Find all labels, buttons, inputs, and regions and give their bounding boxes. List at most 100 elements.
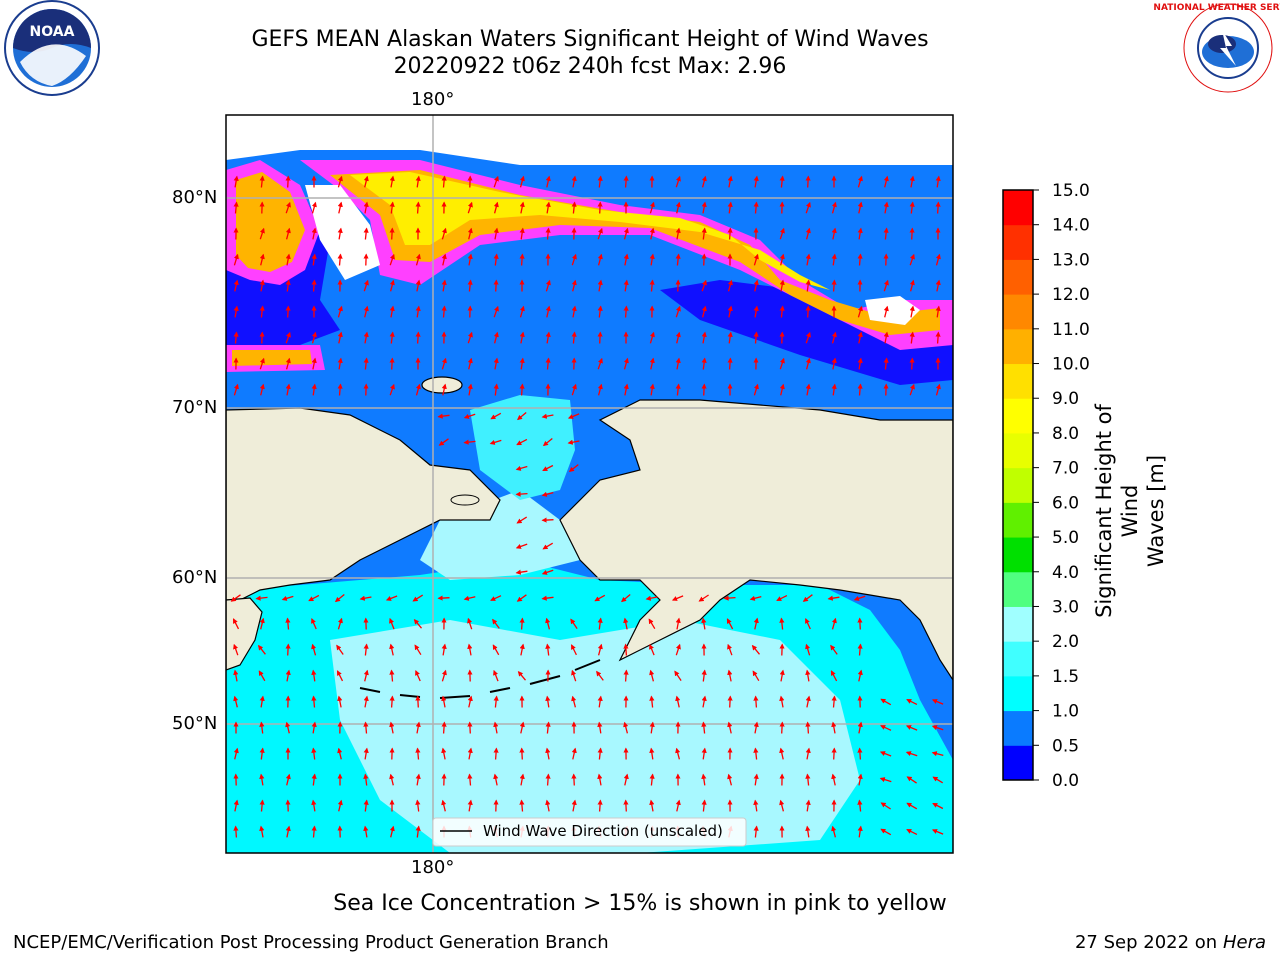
wave-arrow bbox=[753, 331, 759, 344]
nws-ring-text: NATIONAL WEATHER SERVICE bbox=[1153, 3, 1280, 13]
wave-arrow bbox=[336, 670, 344, 682]
wave-arrow bbox=[493, 695, 499, 708]
wave-arrow bbox=[233, 695, 239, 708]
wave-arrow bbox=[389, 305, 395, 318]
wave-arrow bbox=[831, 357, 837, 370]
wave-arrow bbox=[597, 227, 603, 240]
wave-arrow bbox=[649, 201, 655, 214]
wave-arrow bbox=[363, 305, 369, 318]
wave-arrow bbox=[311, 747, 317, 760]
wave-arrow bbox=[542, 437, 553, 447]
wave-arrow bbox=[594, 594, 606, 602]
wave-arrow bbox=[831, 617, 837, 630]
wave-arrow bbox=[311, 279, 317, 292]
wave-arrow bbox=[519, 227, 525, 240]
wave-arrow bbox=[831, 825, 837, 838]
wave-arrow bbox=[467, 201, 473, 214]
wave-arrow bbox=[363, 175, 369, 188]
wave-arrow bbox=[493, 227, 499, 240]
wave-arrow bbox=[493, 383, 499, 396]
wave-arrow bbox=[441, 357, 447, 370]
wave-arrow bbox=[519, 773, 525, 786]
wave-arrow bbox=[857, 175, 863, 188]
wave-arrow bbox=[541, 517, 554, 523]
wave-arrow bbox=[727, 357, 733, 370]
wave-arrow bbox=[519, 331, 525, 344]
wave-arrow bbox=[883, 175, 889, 188]
wave-arrow bbox=[753, 825, 759, 838]
wave-arrow bbox=[519, 357, 525, 370]
wave-direction-arrows bbox=[230, 175, 944, 838]
wave-arrow bbox=[570, 618, 578, 629]
wave-arrow bbox=[259, 253, 265, 266]
wave-arrow bbox=[492, 618, 500, 629]
wave-arrow bbox=[935, 201, 941, 214]
wave-arrow bbox=[519, 253, 525, 266]
wave-arrow bbox=[727, 643, 733, 656]
wave-arrow bbox=[909, 175, 915, 188]
colorbar-segment bbox=[1003, 328, 1033, 365]
wave-arrow bbox=[389, 253, 395, 266]
wave-arrow bbox=[230, 594, 241, 602]
wave-arrow bbox=[259, 773, 265, 786]
colorbar-segment bbox=[1003, 259, 1033, 295]
wave-arrow bbox=[337, 617, 343, 630]
wave-arrow bbox=[233, 825, 239, 838]
wave-arrow bbox=[337, 357, 343, 370]
wave-arrow bbox=[363, 357, 369, 370]
wave-arrow bbox=[389, 695, 395, 708]
nws-logo: NATIONAL WEATHER SERVICE bbox=[1153, 2, 1280, 94]
wave-arrow bbox=[490, 412, 502, 420]
wave-arrow bbox=[909, 357, 915, 370]
wave-arrow bbox=[727, 773, 733, 786]
colorbar-tick-label: 12.0 bbox=[1052, 285, 1090, 305]
colorbar-segment bbox=[1003, 710, 1033, 746]
lon-label-bottom: 180° bbox=[411, 857, 455, 878]
wave-arrow bbox=[905, 751, 918, 757]
wave-arrow bbox=[541, 413, 554, 419]
colorbar-tick-label: 10.0 bbox=[1052, 355, 1090, 375]
wave-arrow bbox=[337, 253, 343, 266]
wave-arrow bbox=[519, 383, 525, 396]
colorbar-tick-label: 2.0 bbox=[1052, 632, 1079, 652]
land-st-lawrence-island bbox=[450, 494, 480, 506]
wave-arrow bbox=[415, 825, 421, 838]
wave-arrow bbox=[597, 747, 603, 760]
wave-arrow bbox=[597, 175, 603, 188]
wave-arrow bbox=[467, 643, 473, 656]
wave-arrow bbox=[909, 253, 915, 266]
wave-arrow bbox=[441, 253, 447, 266]
colorbar-tick-label: 14.0 bbox=[1052, 216, 1090, 236]
wave-arrow bbox=[515, 491, 528, 497]
map-frame bbox=[225, 114, 954, 854]
wave-arrow bbox=[727, 227, 733, 240]
wave-arrow bbox=[285, 773, 291, 786]
wave-arrow bbox=[701, 721, 707, 734]
wave-arrow bbox=[883, 201, 889, 214]
wave-arrow bbox=[675, 175, 681, 188]
colorbar-segment bbox=[1003, 363, 1033, 399]
wave-arrow bbox=[805, 357, 811, 370]
wave-arrow bbox=[541, 569, 554, 575]
wave-arrow bbox=[857, 201, 863, 214]
wave-arrow bbox=[516, 438, 528, 446]
wave-arrow bbox=[359, 595, 372, 601]
wave-arrow bbox=[415, 383, 421, 396]
wave-arrow bbox=[545, 279, 551, 292]
wave-arrow bbox=[568, 464, 579, 473]
wave-arrow bbox=[779, 695, 785, 708]
wave-arrow bbox=[805, 825, 811, 838]
wave-arrow bbox=[232, 618, 240, 630]
wave-arrow bbox=[701, 695, 707, 708]
wave-arrow bbox=[879, 751, 892, 757]
wave-arrow bbox=[311, 201, 317, 214]
wave-arrow bbox=[623, 253, 629, 266]
colorbar-label: Significant Height of Wind Waves [m] bbox=[1091, 391, 1169, 631]
wave-arrow bbox=[516, 594, 527, 602]
wave-arrow bbox=[649, 253, 655, 266]
wave-arrow bbox=[909, 279, 915, 292]
wave-arrow bbox=[753, 695, 759, 708]
wave-arrow bbox=[675, 695, 681, 708]
wave-arrow bbox=[311, 643, 317, 656]
